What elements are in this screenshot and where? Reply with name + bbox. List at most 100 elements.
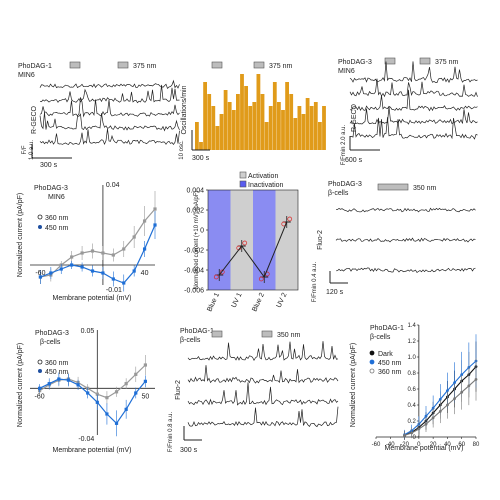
label-phodag: PhoDAG-1 bbox=[18, 63, 52, 70]
legend-label-c3: 450 nm bbox=[378, 360, 402, 367]
label-cells: β-cells bbox=[328, 190, 349, 197]
trace-a3-0 bbox=[349, 61, 478, 84]
label-phodag: PhoDAG-1 bbox=[180, 328, 214, 335]
bar-a2-2 bbox=[203, 82, 207, 150]
xlabel-c3: Membrane potential (mV) bbox=[385, 445, 464, 452]
legend-label-b1: 360 nm bbox=[45, 215, 69, 222]
xlabel-c1: Membrane potential (mV) bbox=[53, 447, 132, 454]
ytick-b2: -0.004 bbox=[184, 268, 204, 275]
stim-a2-2-box bbox=[253, 61, 265, 69]
scale-x-a2: 300 s bbox=[192, 155, 210, 162]
trace-a1-4 bbox=[39, 128, 180, 146]
trace-c2-1 bbox=[187, 365, 339, 384]
ylabel-c2: Fluo-2 bbox=[175, 380, 182, 400]
stim-a1-1-box bbox=[69, 61, 81, 69]
bar-a2-0 bbox=[195, 122, 199, 150]
xtick-c3: -60 bbox=[372, 442, 381, 448]
ytick-c3: 0.2 bbox=[408, 419, 417, 425]
trace-c2-2 bbox=[187, 382, 339, 406]
bar-a2-10 bbox=[236, 94, 240, 150]
trace-a3-3 bbox=[349, 106, 478, 125]
trace-a1-2 bbox=[39, 97, 180, 118]
legend-marker-c3 bbox=[369, 368, 375, 374]
xtick-c3: 20 bbox=[430, 442, 437, 448]
point-b2 bbox=[213, 274, 219, 280]
series-line-b1 bbox=[40, 224, 156, 284]
trace-b3-2 bbox=[335, 267, 476, 274]
legend-marker-c3 bbox=[369, 359, 375, 365]
point-c1 bbox=[38, 386, 42, 390]
trace-a1-1 bbox=[39, 84, 180, 104]
ytick-b2: -0.006 bbox=[184, 288, 204, 295]
bar-a2-3 bbox=[207, 94, 212, 150]
bar-a2-30 bbox=[318, 122, 322, 150]
point-b2 bbox=[242, 240, 248, 246]
stim-c2-1-box bbox=[211, 330, 223, 338]
xtick-c1: -60 bbox=[35, 393, 45, 400]
ylabel-a3: R-GECO bbox=[351, 103, 358, 132]
xtick-b1: 40 bbox=[141, 270, 149, 277]
bar-a2-18 bbox=[268, 106, 273, 150]
stim-c2-2-label: 350 nm bbox=[277, 332, 301, 339]
ytick-b2: 0.004 bbox=[186, 188, 204, 195]
legend-marker-c1 bbox=[37, 359, 43, 365]
ytick-b1: 0.04 bbox=[106, 182, 120, 189]
legend-label-c1: 450 nm bbox=[45, 369, 69, 376]
scale-y-a1-2: 1.0 a.u. bbox=[29, 140, 35, 160]
ytick-b1: -0.01 bbox=[106, 287, 122, 294]
stim-a1-2-box bbox=[117, 61, 129, 69]
ytick-c3: 1.0 bbox=[408, 355, 417, 361]
label-phodag: PhoDAG-3 bbox=[328, 181, 362, 188]
ytick-c3: 0.8 bbox=[408, 371, 417, 377]
xtick-c3: 40 bbox=[444, 442, 451, 448]
band-b2-0 bbox=[208, 190, 231, 290]
bar-a2-6 bbox=[219, 114, 224, 150]
label-phodag: PhoDAG-3 bbox=[35, 330, 69, 337]
legend-marker-c1 bbox=[38, 369, 42, 373]
scale-x-b3: 120 s bbox=[326, 289, 344, 296]
ytick-b2: -0.002 bbox=[184, 248, 204, 255]
label-cells: β-cells bbox=[180, 337, 201, 344]
legend-label-c3: Dark bbox=[378, 351, 393, 358]
series-line-c3 bbox=[404, 378, 477, 436]
ylabel-c1: Normalized current (pA/pF) bbox=[17, 343, 24, 427]
stim-a2-2-label: 375 nm bbox=[269, 63, 293, 70]
bar-a2-25 bbox=[297, 106, 302, 150]
bar-a2-20 bbox=[277, 102, 281, 150]
legend-label-b2: Inactivation bbox=[248, 182, 284, 189]
scale-y-a1-1: F/F bbox=[22, 145, 28, 154]
bar-a2-22 bbox=[285, 82, 289, 150]
stim-b3-label: 350 nm bbox=[413, 185, 437, 192]
series-line-c1 bbox=[39, 378, 146, 425]
label-cells: MIN6 bbox=[338, 68, 355, 75]
trace-c2-3 bbox=[187, 406, 339, 428]
bar-a2-12 bbox=[244, 86, 248, 150]
bar-a2-31 bbox=[322, 106, 326, 150]
xtick-b1: -60 bbox=[35, 270, 45, 277]
scale-y-b3: F/Fmin 0.4 a.u. bbox=[312, 261, 318, 302]
series-line-c3 bbox=[404, 360, 477, 436]
xtick-c3: 60 bbox=[458, 442, 465, 448]
xtick-b2: Blue 1 bbox=[206, 292, 221, 313]
xtick-b2: UV 1 bbox=[231, 292, 244, 309]
ylabel-c3: Normalized current (pA/pF) bbox=[350, 343, 357, 427]
trace-c2-0 bbox=[187, 341, 339, 362]
stim-c2-2-box bbox=[261, 330, 273, 338]
label-phodag: PhoDAG-1 bbox=[370, 325, 404, 332]
bar-a2-29 bbox=[313, 102, 318, 150]
ytick-b2: 0.002 bbox=[186, 208, 204, 215]
xtick-c3: 80 bbox=[473, 442, 480, 448]
scale-x-a1: 300 s bbox=[40, 162, 58, 169]
series-line-b2 bbox=[218, 221, 288, 279]
stim-a1-2-label: 375 nm bbox=[133, 63, 157, 70]
band-b2-3 bbox=[275, 190, 298, 290]
scale-y-c2: F/Fmin 0.8 a.u. bbox=[168, 411, 174, 452]
bar-a2-9 bbox=[231, 110, 236, 150]
label-cells: MIN6 bbox=[18, 72, 35, 79]
ylabel-a2: Oscillations/min bbox=[181, 85, 188, 134]
legend-label-b2: Activation bbox=[248, 173, 278, 180]
trace-a3-1 bbox=[349, 78, 478, 98]
trace-a1-3 bbox=[39, 112, 180, 132]
ylabel-b3: Fluo-2 bbox=[317, 230, 324, 250]
series-line-c1 bbox=[39, 364, 146, 399]
